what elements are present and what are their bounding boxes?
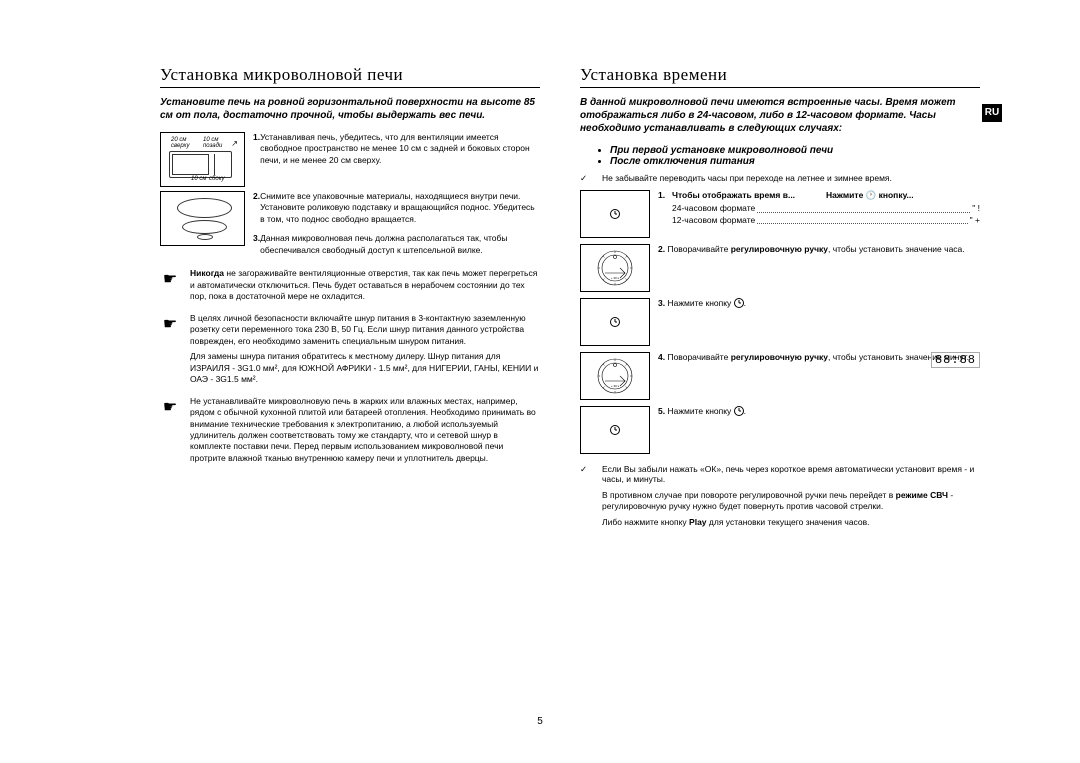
- pointer-icon: ☛: [160, 268, 180, 302]
- clock-button-diagram: [580, 190, 650, 238]
- lbl-right2: сбоку: [209, 176, 225, 182]
- right-column: Установка времени В данной микроволновой…: [580, 65, 980, 528]
- manual-page: Установка микроволновой печи Установите …: [0, 0, 1080, 548]
- after-note-2-bold: режиме СВЧ: [896, 490, 948, 500]
- clock-icon: [610, 209, 620, 219]
- clock-step-2-bold: регулировочную ручку: [731, 244, 828, 254]
- clock-icon: [734, 406, 744, 416]
- lbl-top2: сверху: [171, 143, 189, 149]
- opt2-label: 12-часовом формате: [672, 215, 755, 226]
- left-column: Установка микроволновой печи Установите …: [160, 65, 540, 528]
- step-1-text: Устанавливая печь, убедитесь, что для ве…: [260, 132, 540, 166]
- clock-icon: [610, 425, 620, 435]
- pointer-icon: ☛: [160, 313, 180, 386]
- after-note-3-bold: Play: [689, 517, 707, 527]
- right-title: Установка времени: [580, 65, 980, 88]
- clock-step-5: 5. Нажмите кнопку .: [580, 406, 980, 454]
- step-3-text: Данная микроволновая печь должна распола…: [260, 233, 540, 256]
- svg-text:+ 30 s: + 30 s: [611, 384, 620, 388]
- step-3: 3. Данная микроволновая печь должна расп…: [253, 233, 540, 256]
- clock-step-4-bold: регулировочную ручку: [731, 352, 828, 362]
- opt2-val: " +: [970, 215, 980, 226]
- clock-header-left: Чтобы отображать время в...: [672, 190, 826, 201]
- after-note-3: Либо нажмите кнопку Play для установки т…: [580, 517, 980, 528]
- right-note: ✓ Не забывайте переводить часы при перех…: [580, 173, 980, 184]
- format-option-24h: 24-часовом формате " !: [672, 203, 980, 214]
- display-readout: 88:88: [931, 352, 980, 368]
- turntable-diagram: [160, 191, 245, 246]
- step-2-text: Снимите все упаковочные материалы, наход…: [260, 191, 540, 225]
- clock-header-right: Нажмите 🕐 кнопку...: [826, 190, 980, 201]
- step-1: 1. Устанавливая печь, убедитесь, что для…: [253, 132, 540, 166]
- arrow-icon: ↗: [231, 139, 238, 148]
- caution-2-text: В целях личной безопасности включайте шн…: [190, 313, 526, 346]
- lbl-right1: 10 см: [191, 176, 206, 182]
- opt1-label: 24-часовом формате: [672, 203, 755, 214]
- bullet-2: После отключения питания: [610, 156, 980, 167]
- right-intro: В данной микроволновой печи имеются встр…: [580, 96, 980, 135]
- microwave-placement-diagram: 20 см сверху 10 см позади ↗ 10 см сбоку: [160, 132, 245, 187]
- check-icon: ✓: [580, 464, 594, 484]
- clock-step-2-pre: Поворачивайте: [667, 244, 730, 254]
- after-note-1-text: Если Вы забыли нажать «ОК», печь через к…: [602, 464, 980, 484]
- svg-text:+ 30 s: + 30 s: [611, 276, 620, 280]
- caution-2-inset: Для замены шнура питания обратитесь к ме…: [190, 351, 540, 385]
- page-number: 5: [0, 716, 1080, 727]
- clock-step-3-text: Нажмите кнопку: [667, 298, 733, 308]
- language-badge: RU: [982, 104, 1002, 122]
- clock-step-2: + 30 s 2. Поворачивайте регулировочную р…: [580, 244, 980, 292]
- caution-1: ☛ Никогда не загораживайте вентиляционны…: [160, 268, 540, 302]
- knob-diagram: + 30 s: [580, 352, 650, 400]
- left-intro: Установите печь на ровной горизонтальной…: [160, 96, 540, 122]
- clock-icon: [734, 298, 744, 308]
- clock-button-diagram: [580, 406, 650, 454]
- caution-1-bold: Никогда: [190, 268, 224, 278]
- clock-icon: [610, 317, 620, 327]
- right-note-text: Не забывайте переводить часы при переход…: [602, 173, 892, 184]
- step-2: 2. Снимите все упаковочные материалы, на…: [253, 191, 540, 225]
- after-note-2: В противном случае при повороте регулиро…: [580, 490, 980, 513]
- opt1-val: " !: [972, 203, 980, 214]
- knob-diagram: + 30 s: [580, 244, 650, 292]
- after-note-1: ✓ Если Вы забыли нажать «ОК», печь через…: [580, 464, 980, 484]
- clock-step-4: + 30 s 4. Поворачивайте регулировочную р…: [580, 352, 980, 400]
- clock-button-diagram: [580, 298, 650, 346]
- format-option-12h: 12-часовом формате " +: [672, 215, 980, 226]
- step-2-row: 2. Снимите все упаковочные материалы, на…: [160, 191, 540, 258]
- left-title: Установка микроволновой печи: [160, 65, 540, 88]
- caution-2: ☛ В целях личной безопасности включайте …: [160, 313, 540, 386]
- lbl-side2: позади: [203, 143, 222, 149]
- bullet-1: При первой установке микроволновой печи: [610, 145, 980, 156]
- check-icon: ✓: [580, 173, 594, 184]
- clock-step-1: 1. Чтобы отображать время в... Нажмите 🕐…: [580, 190, 980, 238]
- caution-3: ☛ Не устанавливайте микроволновую печь в…: [160, 396, 540, 465]
- clock-step-3: 3. Нажмите кнопку .: [580, 298, 980, 346]
- pointer-icon: ☛: [160, 396, 180, 465]
- caution-1-text: не загораживайте вентиляционные отверсти…: [190, 268, 537, 301]
- caution-3-text: Не устанавливайте микроволновую печь в ж…: [190, 396, 536, 463]
- step-1-row: 20 см сверху 10 см позади ↗ 10 см сбоку …: [160, 132, 540, 187]
- right-bullets: При первой установке микроволновой печи …: [600, 145, 980, 167]
